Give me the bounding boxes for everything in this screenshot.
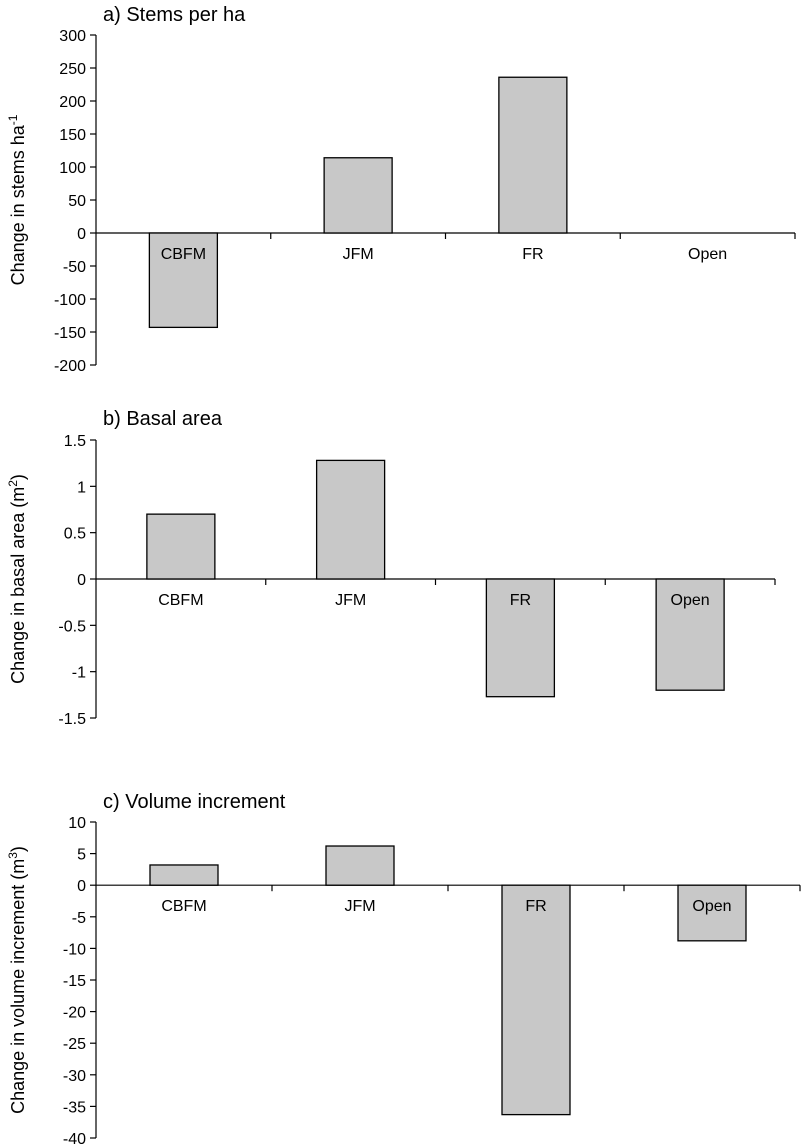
y-tick-label: -1.5	[58, 711, 86, 728]
y-tick-label: 0	[77, 878, 86, 895]
bar-cbfm	[148, 232, 219, 329]
chart-panel-3: c) Volume increment Change in volume incr…	[6, 791, 801, 1146]
y-axis-title: Change in basal area (m2)	[6, 474, 28, 684]
y-tick-label: -25	[63, 1036, 86, 1053]
x-category-label: Open	[692, 898, 731, 915]
x-category-label: CBFM	[161, 246, 206, 263]
bar-jfm	[315, 459, 386, 580]
x-category-label: CBFM	[161, 898, 206, 915]
x-category-label: JFM	[335, 592, 366, 609]
panel-title: b) Basal area	[103, 408, 223, 430]
y-tick-label: 250	[59, 61, 86, 78]
y-tick-label: 50	[68, 193, 86, 210]
y-tick-label: -5	[72, 910, 86, 927]
y-tick-label: 10	[68, 815, 86, 832]
y-tick-label: -50	[63, 259, 86, 276]
y-tick-label: -100	[54, 292, 86, 309]
y-tick-label: -15	[63, 973, 86, 990]
x-category-label: CBFM	[158, 592, 203, 609]
y-tick-label: 0	[77, 572, 86, 589]
bar-jfm	[323, 157, 393, 234]
y-axis-title: Change in volume increment (m3)	[6, 846, 28, 1114]
y-tick-label: -20	[63, 1005, 86, 1022]
y-tick-label: 200	[59, 94, 86, 111]
bar-fr	[498, 76, 568, 234]
y-tick-label: 150	[59, 127, 86, 144]
bar-cbfm	[149, 864, 219, 886]
y-tick-label: 100	[59, 160, 86, 177]
x-category-label: FR	[510, 592, 531, 609]
y-tick-label: 0.5	[64, 526, 86, 543]
x-category-label: JFM	[343, 246, 374, 263]
y-axis-title: Change in stems ha-1	[6, 114, 28, 285]
y-tick-label: -200	[54, 358, 86, 375]
y-tick-label: -1	[72, 665, 86, 682]
bar-open	[677, 884, 747, 942]
y-tick-label: -30	[63, 1068, 86, 1085]
bar-jfm	[325, 845, 395, 886]
panel-title: a) Stems per ha	[103, 4, 246, 26]
x-category-label: FR	[525, 898, 546, 915]
y-tick-label: 0	[77, 226, 86, 243]
x-category-label: Open	[671, 592, 710, 609]
bar-open	[655, 578, 725, 691]
x-category-label: JFM	[344, 898, 375, 915]
bar-fr	[501, 884, 571, 1116]
y-tick-label: 1.5	[64, 433, 86, 450]
y-tick-label: -40	[63, 1131, 86, 1146]
y-tick-label: 5	[77, 847, 86, 864]
y-tick-label: 300	[59, 28, 86, 45]
x-category-label: Open	[688, 246, 727, 263]
y-tick-label: -150	[54, 325, 86, 342]
x-category-label: FR	[522, 246, 543, 263]
y-tick-label: -35	[63, 1099, 86, 1116]
chart-panel-1: a) Stems per ha Change in stems ha-1 300 25…	[6, 4, 796, 375]
y-tick-label: -10	[63, 941, 86, 958]
chart-panel-2: b) Basal area Change in basal area (m2) 1.…	[6, 408, 776, 728]
y-tick-label: 1	[77, 479, 86, 496]
bar-cbfm	[146, 513, 216, 580]
panel-title: c) Volume increment	[103, 791, 286, 813]
bar-fr	[485, 578, 556, 698]
y-tick-label: -0.5	[58, 618, 86, 635]
